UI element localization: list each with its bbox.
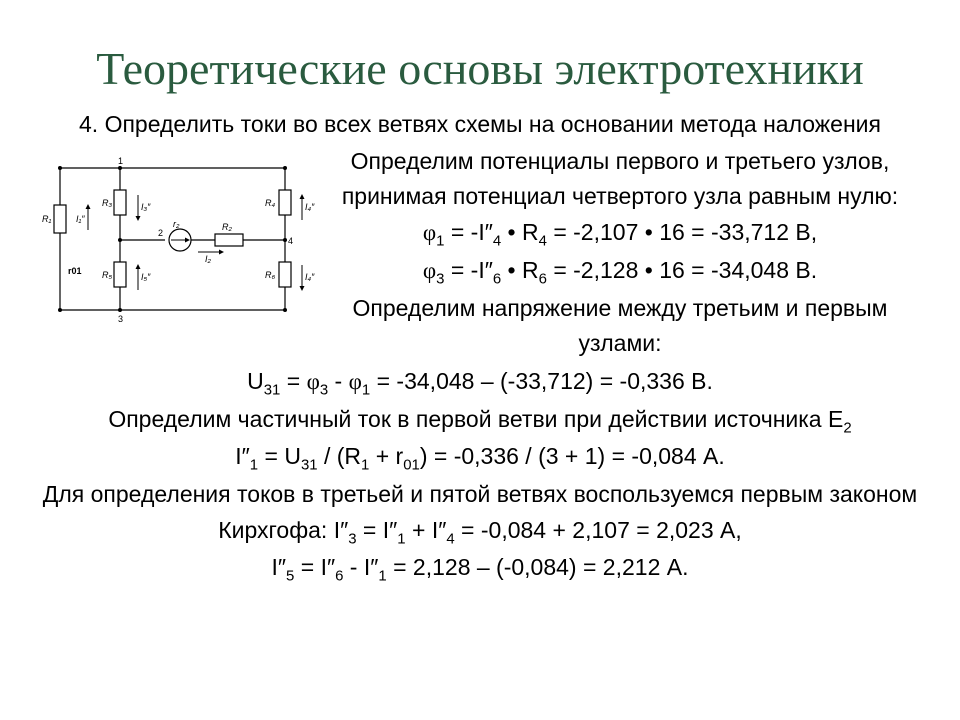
label-R1: R₁ [42, 214, 51, 224]
paragraph-voltage: Определим напряжение между третьим и пер… [320, 291, 920, 362]
label-I4: I₄″ [305, 202, 315, 212]
label-I2: I₂ [205, 254, 212, 264]
label-r2: r₂ [173, 219, 180, 229]
label-R4: R₄ [265, 198, 275, 208]
label-I5: I₅″ [141, 272, 151, 282]
paragraph-potentials: Определим потенциалы первого и третьего … [320, 144, 920, 215]
equation-phi1: φ1 = -I″4 • R4 = -2,107 • 16 = -33,712 В… [320, 215, 920, 253]
label-R2: R₂ [222, 222, 232, 232]
equation-phi3: φ3 = -I″6 • R6 = -2,128 • 16 = -34,048 В… [320, 253, 920, 291]
slide-title: Теоретические основы электротехники [40, 40, 920, 98]
paragraph-partial-current: Определим частичный ток в первой ветви п… [40, 402, 920, 440]
svg-text:1: 1 [118, 156, 123, 166]
circuit-diagram: R₁ r01 R₃ R₅ r₂ R₂ [40, 144, 320, 335]
task-statement: 4. Определить токи во всех ветвях схемы … [60, 108, 900, 140]
label-I4b: I₄″ [305, 272, 315, 282]
equation-i5: I″5 = I″6 - I″1 = 2,128 – (-0,084) = 2,2… [40, 550, 920, 588]
equation-u31: U31 = φ3 - φ1 = -34,048 – (-33,712) = -0… [40, 364, 920, 402]
svg-text:3: 3 [118, 314, 123, 324]
equation-i1: I″1 = U31 / (R1 + r01) = -0,336 / (3 + 1… [40, 439, 920, 477]
svg-text:2: 2 [158, 228, 163, 238]
label-R5: R₅ [102, 270, 112, 280]
label-R6: R₆ [265, 270, 275, 280]
label-r01: r01 [68, 266, 82, 276]
label-R3: R₃ [102, 198, 112, 208]
label-I1: I₁″ [76, 214, 85, 224]
label-I3: I₃″ [141, 202, 151, 212]
paragraph-kirchhoff: Для определения токов в третьей и пятой … [40, 477, 920, 550]
svg-text:4: 4 [288, 236, 293, 246]
